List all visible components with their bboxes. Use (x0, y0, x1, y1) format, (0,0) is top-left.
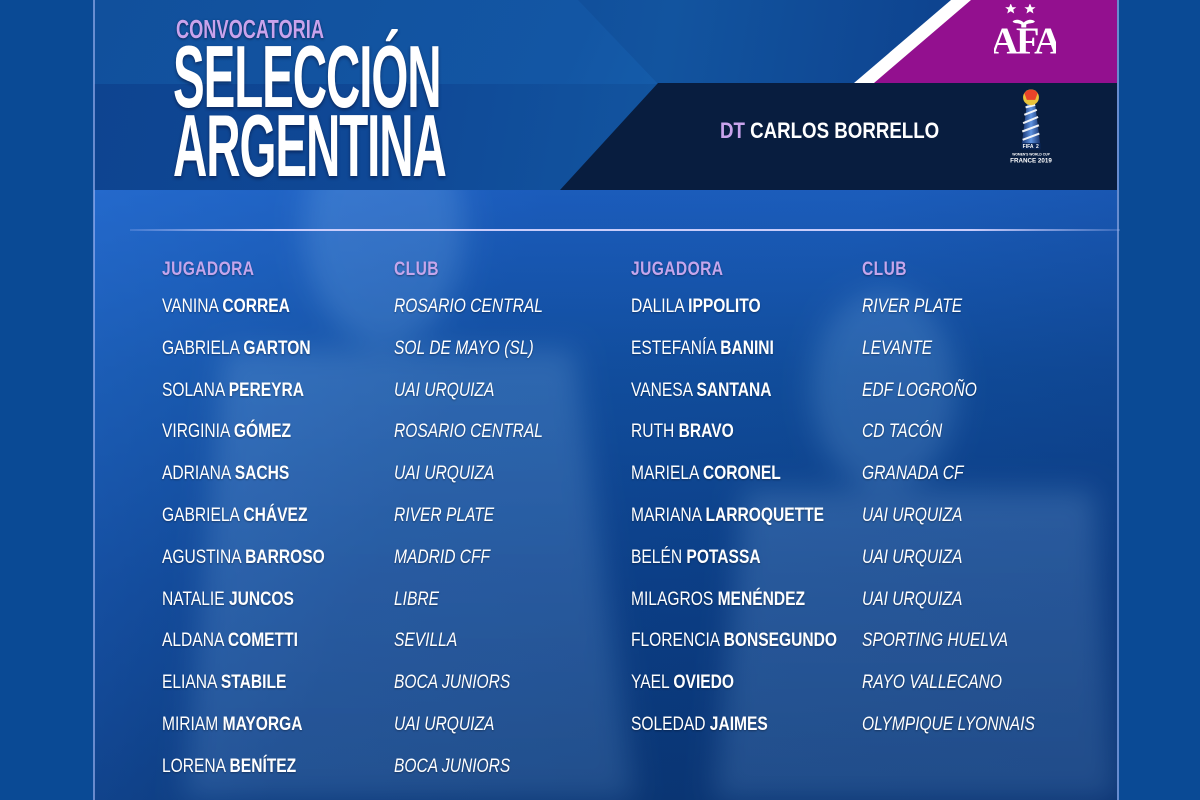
svg-text:FRANCE 2019: FRANCE 2019 (1010, 158, 1052, 165)
svg-text:AFA: AFA (994, 21, 1056, 63)
svg-text:2: 2 (1036, 144, 1039, 150)
svg-text:FIFA: FIFA (1023, 144, 1034, 150)
svg-text:WOMEN'S WORLD CUP: WOMEN'S WORLD CUP (1012, 153, 1050, 157)
